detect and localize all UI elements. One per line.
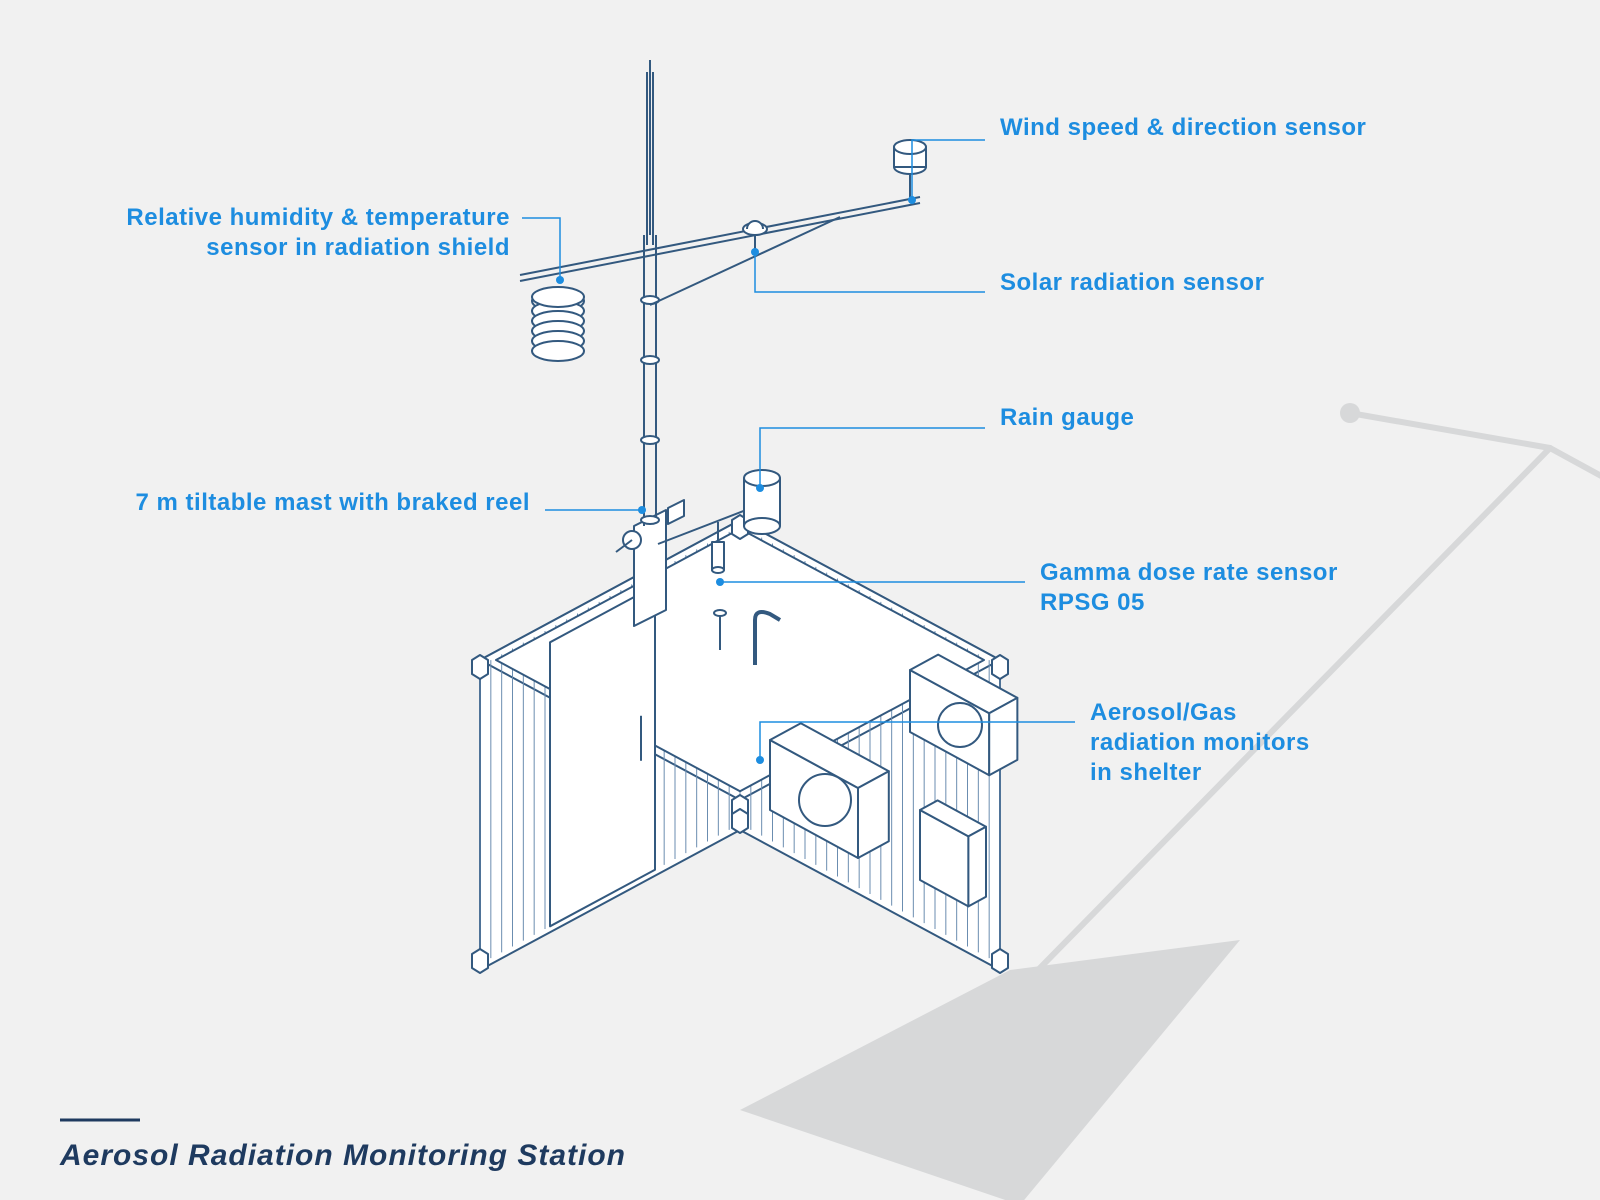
label-gamma: RPSG 05 [1040, 589, 1145, 616]
label-humid: Relative humidity & temperature [126, 204, 510, 231]
label-shelter: Aerosol/Gas [1090, 699, 1237, 726]
label-shelter: radiation monitors [1090, 729, 1310, 756]
label-solar: Solar radiation sensor [1000, 269, 1264, 296]
label-shelter: in shelter [1090, 759, 1202, 786]
label-gamma: Gamma dose rate sensor [1040, 559, 1338, 586]
label-mast: 7 m tiltable mast with braked reel [136, 489, 530, 516]
label-rain: Rain gauge [1000, 404, 1134, 431]
label-humid: sensor in radiation shield [206, 234, 510, 261]
diagram-title: Aerosol Radiation Monitoring Station [59, 1139, 626, 1172]
label-wind: Wind speed & direction sensor [1000, 114, 1366, 141]
